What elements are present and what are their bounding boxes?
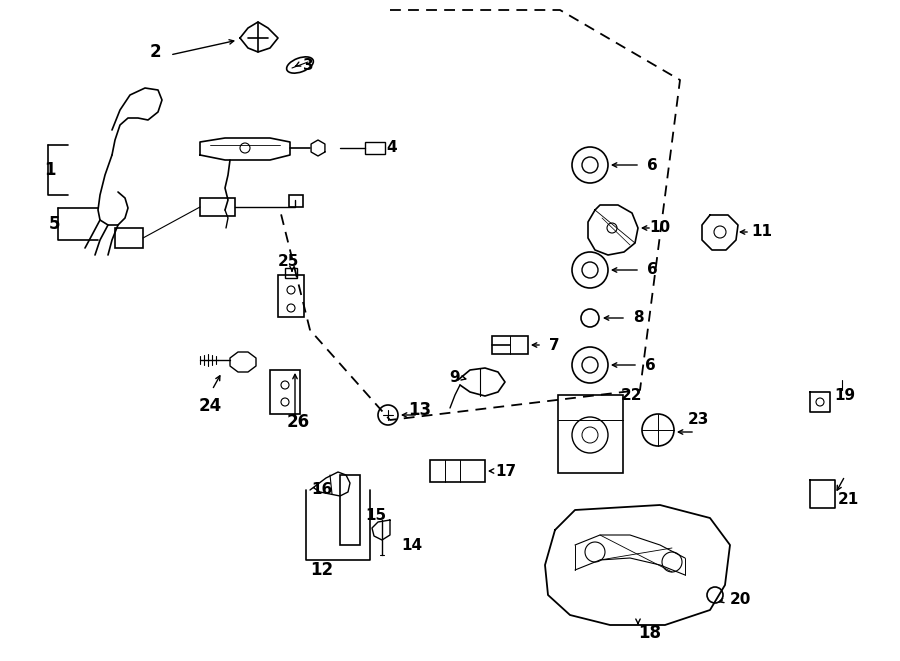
Text: 26: 26 (286, 413, 310, 431)
Text: 15: 15 (365, 508, 387, 524)
Text: 16: 16 (311, 483, 333, 498)
Text: 24: 24 (198, 397, 221, 415)
Text: 6: 6 (646, 262, 657, 278)
Text: 21: 21 (837, 492, 859, 508)
Text: 20: 20 (729, 592, 751, 607)
Text: 5: 5 (50, 215, 61, 233)
Text: 10: 10 (650, 221, 670, 235)
Text: 22: 22 (621, 387, 643, 403)
Text: 14: 14 (401, 537, 423, 553)
Text: 12: 12 (310, 561, 334, 579)
Text: 25: 25 (277, 254, 299, 270)
Text: 18: 18 (638, 624, 662, 642)
Text: 2: 2 (149, 43, 161, 61)
Text: 7: 7 (549, 338, 559, 352)
Text: 3: 3 (302, 58, 313, 73)
Text: 17: 17 (495, 463, 517, 479)
Text: 11: 11 (752, 225, 772, 239)
Text: 13: 13 (409, 401, 432, 419)
FancyBboxPatch shape (365, 142, 385, 154)
Text: 4: 4 (387, 141, 397, 155)
Text: 6: 6 (644, 358, 655, 373)
Text: 1: 1 (44, 161, 56, 179)
Text: 9: 9 (450, 371, 460, 385)
Text: 19: 19 (834, 387, 856, 403)
Text: 6: 6 (646, 157, 657, 173)
Text: 23: 23 (688, 412, 708, 428)
Text: 8: 8 (633, 311, 643, 325)
